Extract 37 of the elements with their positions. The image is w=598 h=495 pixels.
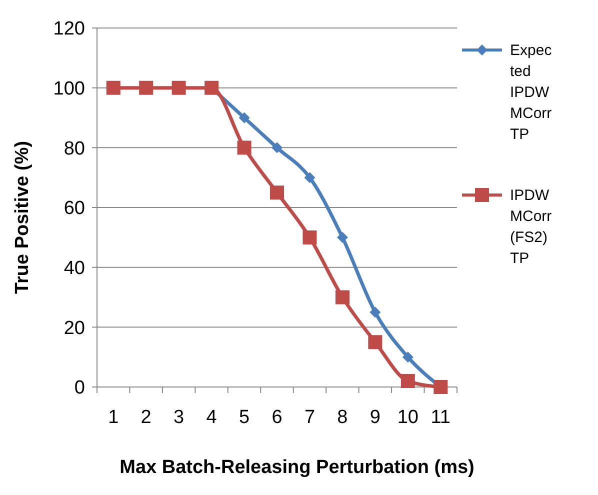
x-tick-label: 3 bbox=[174, 407, 184, 428]
point bbox=[370, 306, 381, 318]
legend-label: Expected IPDWMCorr TP bbox=[510, 42, 552, 143]
y-tick-label: 80 bbox=[64, 138, 85, 160]
x-tick-label: 9 bbox=[370, 407, 380, 428]
point bbox=[304, 172, 316, 184]
point bbox=[335, 290, 350, 304]
x-tick-label: 10 bbox=[397, 407, 418, 428]
y-tick-label: 100 bbox=[53, 78, 85, 100]
x-tick-label: 6 bbox=[272, 407, 282, 428]
point bbox=[139, 80, 154, 95]
x-tick-label: 2 bbox=[140, 407, 152, 428]
x-tick-label: 8 bbox=[337, 407, 348, 428]
point bbox=[368, 335, 382, 350]
x-tick-label: 1 bbox=[108, 407, 119, 428]
point bbox=[402, 352, 414, 363]
x-axis-title: Max Batch-Releasing Perturbation (ms) bbox=[120, 457, 474, 478]
y-tick-label: 120 bbox=[53, 18, 85, 40]
x-tick-label: 5 bbox=[238, 407, 250, 428]
point bbox=[336, 232, 348, 243]
y-tick-label: 40 bbox=[64, 258, 85, 279]
point bbox=[400, 374, 415, 388]
y-tick-label: 0 bbox=[74, 378, 85, 399]
legend-label: IPDWMCorr (FS2) TP bbox=[510, 187, 552, 267]
x-tick-label: 7 bbox=[304, 407, 316, 428]
point bbox=[237, 140, 252, 155]
x-tick-label: 11 bbox=[430, 407, 451, 428]
point bbox=[302, 230, 317, 244]
y-axis-title: True Positive (%) bbox=[12, 140, 33, 294]
y-tick-label: 60 bbox=[64, 198, 85, 220]
x-tick-label: 4 bbox=[206, 407, 218, 428]
y-tick-label: 20 bbox=[64, 318, 85, 339]
point bbox=[106, 80, 120, 95]
point bbox=[172, 80, 186, 95]
point bbox=[272, 142, 282, 154]
point bbox=[270, 186, 284, 200]
point bbox=[238, 112, 250, 124]
